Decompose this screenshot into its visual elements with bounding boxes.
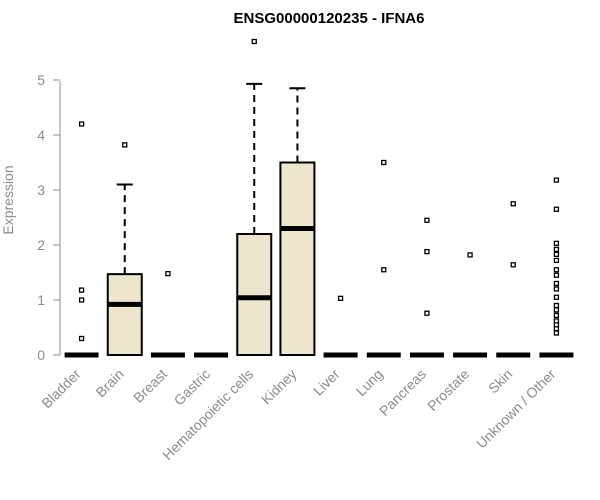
x-tick-label: Unknown / Other <box>473 366 559 452</box>
iqr-box <box>106 273 143 356</box>
x-tick-label: Liver <box>310 366 343 399</box>
x-tick-label: Pancreas <box>376 366 429 419</box>
x-tick-label: Kidney <box>258 366 300 408</box>
y-axis-label: Expression <box>0 165 16 234</box>
box-group <box>150 270 185 358</box>
box-group <box>539 177 574 358</box>
outlier-point <box>553 272 560 278</box>
box-group <box>279 87 316 356</box>
x-tick-label: Brain <box>92 366 126 400</box>
outlier-point <box>553 246 560 253</box>
outlier-point <box>553 302 560 309</box>
outlier-point <box>553 286 560 292</box>
y-tick-label: 3 <box>37 182 45 198</box>
y-tick-label: 5 <box>37 72 45 88</box>
outlier-point <box>78 297 85 303</box>
outlier-point <box>553 280 560 287</box>
outlier-point <box>78 335 85 342</box>
outlier-point <box>553 257 560 264</box>
outlier-point <box>553 330 560 336</box>
outlier-point <box>381 159 387 166</box>
outlier-point <box>553 312 560 319</box>
outlier-point <box>424 217 430 223</box>
boxes-layer <box>64 38 574 358</box>
outlier-point <box>424 310 430 316</box>
outlier-point <box>122 142 128 148</box>
outlier-point <box>467 252 473 258</box>
outlier-point <box>553 177 560 183</box>
x-tick-label: Breast <box>130 366 170 406</box>
x-tick-label: Prostate <box>424 366 472 414</box>
outlier-point <box>553 240 560 247</box>
outlier-point <box>381 267 387 273</box>
box-group <box>453 252 488 358</box>
box-group <box>64 121 99 358</box>
y-tick-label: 1 <box>37 292 45 308</box>
box-group <box>323 295 358 358</box>
box-group <box>409 217 444 358</box>
outlier-point <box>510 262 516 268</box>
outlier-point <box>553 318 560 324</box>
x-tick-label: Skin <box>485 366 516 397</box>
box-group <box>366 159 401 358</box>
outlier-point <box>553 267 560 273</box>
y-tick-label: 0 <box>37 347 45 363</box>
y-axis-ticks: 0 1 2 3 4 5 <box>37 72 60 363</box>
outlier-point <box>553 251 560 258</box>
box-group <box>106 142 143 356</box>
iqr-box <box>279 161 316 356</box>
x-tick-label: Gastric <box>171 366 214 409</box>
box-group <box>496 201 531 358</box>
outlier-point <box>78 121 85 127</box>
outlier-point <box>553 206 560 212</box>
outlier-point <box>553 294 560 300</box>
outlier-point <box>553 307 560 313</box>
iqr-box <box>236 233 273 356</box>
outlier-point <box>251 38 257 45</box>
y-tick-label: 4 <box>37 127 45 143</box>
outlier-point <box>510 201 516 207</box>
outlier-point <box>337 295 344 302</box>
y-tick-label: 2 <box>37 237 45 253</box>
x-tick-label: Bladder <box>38 366 84 412</box>
box-group <box>236 38 273 356</box>
outlier-point <box>424 248 430 255</box>
x-tick-label: Lung <box>353 366 386 399</box>
outlier-point <box>165 270 171 277</box>
outlier-point <box>78 287 85 293</box>
chart-title: ENSG00000120235 - IFNA6 <box>234 10 425 27</box>
